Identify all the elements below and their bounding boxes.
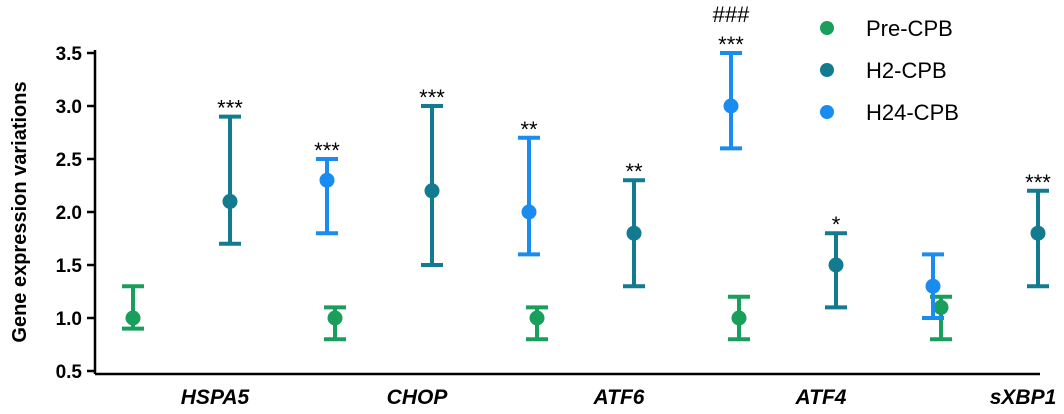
y-ticks: 0.5 1.0 1.5 2.0 2.5 3.0 3.5 [56, 44, 95, 383]
data-point [828, 257, 844, 273]
x-category-label: ATF4 [795, 386, 847, 409]
data-point [626, 225, 642, 241]
x-category-label: CHOP [387, 386, 449, 409]
x-category-label: ATF6 [593, 386, 645, 409]
data-point [327, 310, 343, 326]
data-point [933, 299, 949, 315]
error-bar-point: * [825, 212, 847, 310]
y-tick-label: 2.5 [56, 150, 83, 171]
legend-marker [820, 63, 834, 77]
y-tick-label: 3.0 [56, 97, 82, 118]
data-point [529, 310, 545, 326]
legend-item: Pre-CPB [820, 16, 953, 41]
significance-hash: ### [713, 2, 750, 27]
significance-stars: *** [314, 138, 340, 163]
data-marks: ********************###* [122, 2, 1051, 342]
data-point [731, 310, 747, 326]
data-point [222, 193, 238, 209]
legend-label: H2-CPB [866, 58, 947, 83]
data-point [424, 183, 440, 199]
significance-stars: *** [217, 96, 243, 121]
y-tick-label: 3.5 [56, 44, 83, 65]
x-category-labels: HSPA5 CHOP ATF6 ATF4 sXBP1 [181, 386, 1057, 409]
error-bar-point: *** ### [713, 2, 750, 151]
error-bar-point: ** [518, 117, 540, 257]
error-bar-point [728, 294, 750, 342]
legend-label: H24-CPB [866, 100, 959, 125]
significance-stars: *** [1025, 170, 1051, 195]
legend-item: H24-CPB [820, 100, 959, 125]
error-bar-point: *** [1025, 170, 1051, 289]
legend-marker [820, 105, 834, 119]
y-axis-label: Gene expression variations [9, 81, 31, 342]
error-bar-point: *** [419, 85, 445, 267]
significance-stars: * [832, 212, 841, 237]
data-point [1030, 225, 1046, 241]
x-category-label: HSPA5 [181, 386, 250, 409]
data-point [521, 204, 537, 220]
data-point [723, 98, 739, 114]
error-bar-point: *** [314, 138, 340, 236]
significance-stars: ** [520, 117, 538, 142]
error-bar-point: *** [217, 96, 243, 246]
y-tick-label: 2.0 [56, 203, 82, 224]
significance-stars: *** [718, 32, 744, 57]
error-bar-point [324, 305, 346, 342]
y-tick-label: 1.0 [56, 309, 82, 330]
y-tick-label: 1.5 [56, 256, 83, 277]
y-tick-label: 0.5 [56, 362, 83, 383]
error-bar-point [526, 305, 548, 342]
data-point [925, 278, 941, 294]
data-point [125, 310, 141, 326]
legend-item: H2-CPB [820, 58, 947, 83]
error-bar-point [122, 284, 144, 331]
data-point [319, 172, 335, 188]
error-bar-point [922, 252, 944, 320]
x-category-label: sXBP1 [990, 386, 1057, 409]
error-bar-point: ** [623, 159, 645, 289]
legend-marker [820, 21, 834, 35]
legend-label: Pre-CPB [866, 16, 953, 41]
significance-stars: ** [625, 159, 643, 184]
legend: Pre-CPB H2-CPB H24-CPB [820, 16, 959, 125]
significance-stars: *** [419, 85, 445, 110]
